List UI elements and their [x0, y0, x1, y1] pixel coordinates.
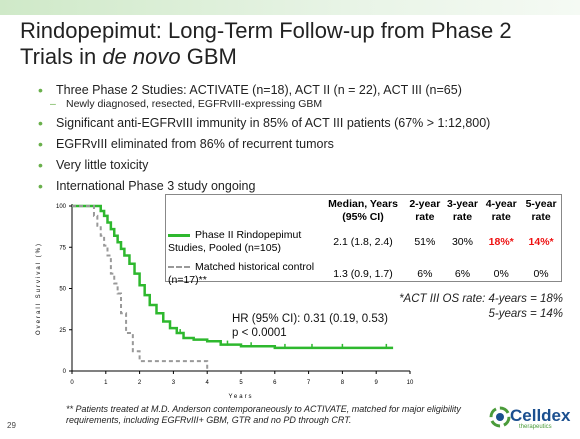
table-header: 5-year rate [525, 198, 557, 223]
x-tick-label: 5 [239, 380, 243, 386]
bullet-item: EGFRvIII eliminated from 86% of recurren… [38, 136, 558, 157]
table-cell: 30% [451, 235, 473, 248]
bullet-list: Three Phase 2 Studies: ACTIVATE (n=18), … [38, 82, 558, 199]
table-cell: 14%* [528, 235, 554, 248]
rindopepimut-survival-curve [72, 204, 394, 350]
x-tick-label: 9 [375, 380, 379, 386]
survival-table: Median, Years (95% CI) 2-year rate 3-yea… [165, 194, 562, 286]
bullet-item: Very little toxicity [38, 157, 558, 178]
x-tick-label: 4 [206, 380, 210, 386]
sub-bullet-item: Newly diagnosed, resected, EGFRvIII-expr… [38, 97, 558, 115]
table-cell: 6% [454, 267, 471, 280]
x-tick-label: 8 [341, 380, 345, 386]
x-tick-label: 1 [104, 380, 108, 386]
bullet-item: Three Phase 2 Studies: ACTIVATE (n=18), … [38, 82, 558, 103]
table-header: 4-year rate [485, 198, 517, 223]
table-cell: 1.3 (0.9, 1.7) [333, 267, 393, 280]
y-tick-label: 25 [59, 328, 66, 334]
x-tick-label: 6 [273, 380, 277, 386]
celldex-logo-icon [489, 406, 511, 428]
y-tick-label: 100 [56, 204, 67, 210]
y-tick-label: 50 [59, 287, 66, 293]
table-header-label [166, 195, 320, 226]
logo-tagline: therapeutics [519, 424, 552, 430]
logo-name: Celldex [510, 406, 571, 425]
x-tick-label: 10 [407, 380, 414, 386]
table-cell: 6% [417, 267, 433, 280]
act3-os-note: *ACT III OS rate: 4-years = 18% 5-years … [399, 293, 563, 320]
table-header: 3-year rate [447, 198, 478, 223]
table-row: Matched historical control (n=17)** 1.3 … [166, 258, 561, 290]
y-tick-label: 75 [59, 245, 66, 251]
legend-solid-line [168, 233, 190, 237]
table-header: Median, Years (95% CI) [328, 198, 398, 223]
table-cell: 51% [414, 235, 436, 248]
hazard-ratio-text: HR (95% CI): 0.31 (0.19, 0.53) p < 0.000… [232, 313, 388, 339]
table-cell: 2.1 (1.8, 2.4) [333, 235, 393, 248]
table-cell: 0% [533, 267, 549, 280]
y-tick-label: 0 [63, 369, 67, 375]
table-row: Phase II Rindopepimut Studies, Pooled (n… [166, 226, 561, 258]
x-tick-label: 2 [138, 380, 142, 386]
table-header: 2-year rate [409, 198, 441, 223]
x-tick-label: 0 [70, 380, 74, 386]
bullet-item: International Phase 3 study ongoing [38, 178, 558, 199]
control-survival-curve [72, 205, 209, 371]
slide-title: Rindopepimut: Long-Term Follow-up from P… [20, 18, 512, 69]
table-cell: 0% [493, 267, 509, 280]
footnote: ** Patients treated at M.D. Anderson con… [66, 404, 461, 425]
x-axis-label: Years [228, 394, 253, 400]
table-cell: 18%* [488, 235, 514, 248]
y-axis-label: Overall Survival (%) [36, 242, 42, 335]
x-tick-label: 7 [307, 380, 311, 386]
legend-row-label: Matched historical control (n=17)** [168, 261, 315, 286]
page-number: 29 [7, 421, 16, 430]
legend-row-label: Phase II Rindopepimut Studies, Pooled (n… [168, 229, 302, 254]
bullet-item: Significant anti-EGFRvIII immunity in 85… [38, 115, 558, 136]
legend-dashed-line [168, 266, 190, 269]
x-tick-label: 3 [172, 380, 176, 386]
header-bar [0, 0, 580, 15]
